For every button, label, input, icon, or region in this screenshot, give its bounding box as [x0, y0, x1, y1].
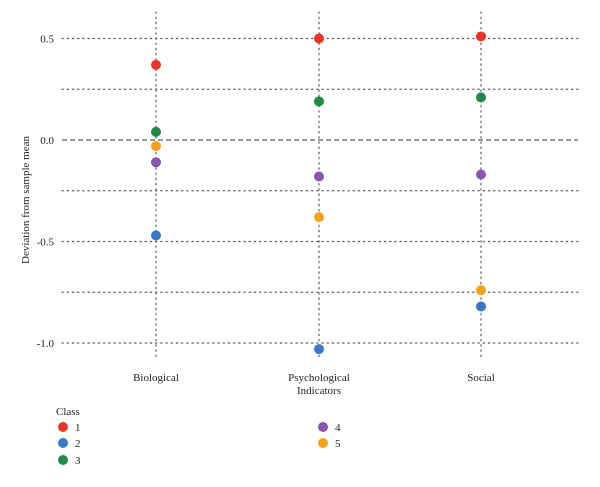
- data-point-class-2: [151, 230, 161, 241]
- data-points: [151, 31, 486, 355]
- x-axis: Biological Psychological Indicators Social: [133, 372, 495, 397]
- data-point-class-2: [476, 301, 486, 312]
- data-point-class-3: [314, 96, 324, 107]
- data-point-class-1: [314, 33, 324, 44]
- data-point-class-5: [151, 141, 161, 152]
- legend-label-class-3: 3: [75, 455, 81, 467]
- data-point-class-5: [476, 285, 486, 296]
- y-axis-title: Deviation from sample mean: [20, 136, 32, 264]
- y-tick-label: -0.5: [37, 237, 55, 249]
- legend-label-class-4: 4: [335, 422, 341, 434]
- data-point-class-5: [314, 212, 324, 223]
- legend-marker-class-5: [318, 438, 328, 448]
- legend-title: Class: [56, 406, 80, 418]
- legend-label-class-2: 2: [75, 438, 81, 450]
- data-point-class-3: [151, 126, 161, 137]
- data-point-class-2: [314, 344, 324, 355]
- data-point-class-4: [151, 157, 161, 168]
- legend-marker-class-2: [58, 438, 68, 448]
- legend-marker-class-3: [58, 455, 68, 465]
- legend-marker-class-1: [58, 422, 68, 432]
- y-tick-label: -1.0: [37, 338, 55, 350]
- legend-marker-class-4: [318, 422, 328, 432]
- y-axis: 0.5 0.0 -0.5 -1.0: [37, 34, 55, 351]
- y-tick-label: 0.0: [40, 135, 54, 147]
- data-point-class-4: [476, 169, 486, 180]
- data-point-class-3: [476, 92, 486, 103]
- x-tick-label: Social: [467, 372, 495, 384]
- data-point-class-4: [314, 171, 324, 182]
- legend: Class 1 2 3 4 5: [56, 406, 341, 467]
- x-tick-label: Biological: [133, 372, 179, 384]
- legend-label-class-1: 1: [75, 422, 81, 434]
- grid-lines: [61, 11, 579, 361]
- data-point-class-1: [476, 31, 486, 42]
- x-tick-label: Psychological Indicators: [288, 372, 350, 397]
- data-point-class-1: [151, 59, 161, 70]
- legend-label-class-5: 5: [335, 438, 341, 450]
- y-tick-label: 0.5: [40, 34, 54, 46]
